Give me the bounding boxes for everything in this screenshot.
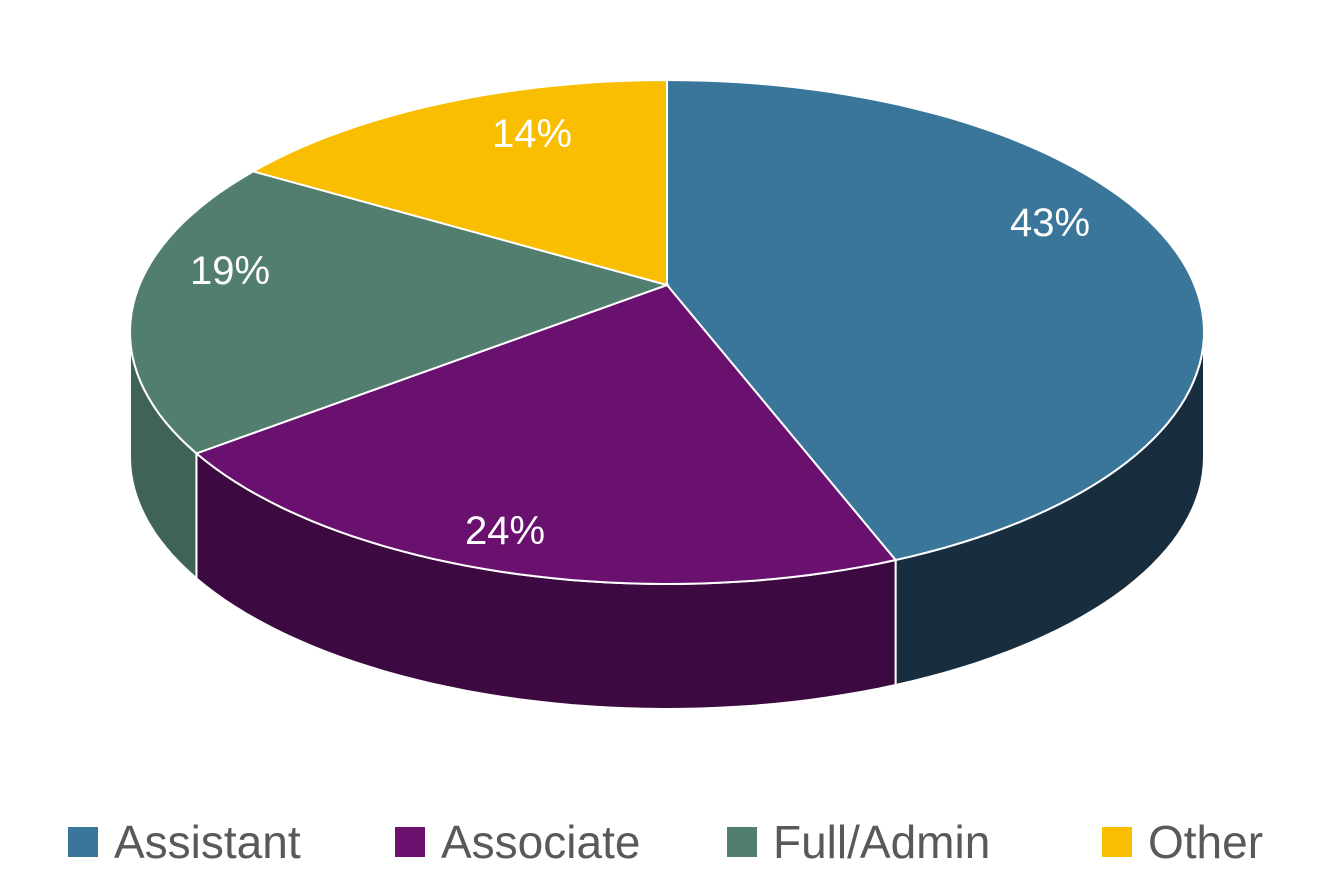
data-label-assistant: 43% bbox=[1010, 201, 1090, 245]
legend-item-associate: Associate bbox=[395, 812, 640, 872]
legend-item-full-admin: Full/Admin bbox=[727, 812, 990, 872]
data-label-other: 14% bbox=[492, 112, 572, 156]
legend-swatch bbox=[395, 827, 425, 857]
legend-item-other: Other bbox=[1102, 812, 1263, 872]
legend-label: Full/Admin bbox=[773, 816, 991, 868]
pie-slice-other bbox=[250, 78, 668, 287]
legend: Assistant Associate Full/Admin Other bbox=[0, 812, 1334, 872]
pie-slice-associate bbox=[194, 283, 898, 586]
legend-swatch bbox=[1102, 827, 1132, 857]
legend-label: Assistant bbox=[114, 816, 301, 868]
legend-label: Associate bbox=[441, 816, 641, 868]
legend-item-assistant: Assistant bbox=[68, 812, 301, 872]
legend-swatch bbox=[727, 827, 757, 857]
legend-label: Other bbox=[1148, 816, 1264, 868]
pie-slice-assistant bbox=[666, 78, 1206, 562]
legend-swatch bbox=[68, 827, 98, 857]
data-label-associate: 24% bbox=[465, 509, 545, 553]
pie-slice-full-admin bbox=[128, 170, 671, 455]
data-label-full-admin: 19% bbox=[190, 249, 270, 293]
